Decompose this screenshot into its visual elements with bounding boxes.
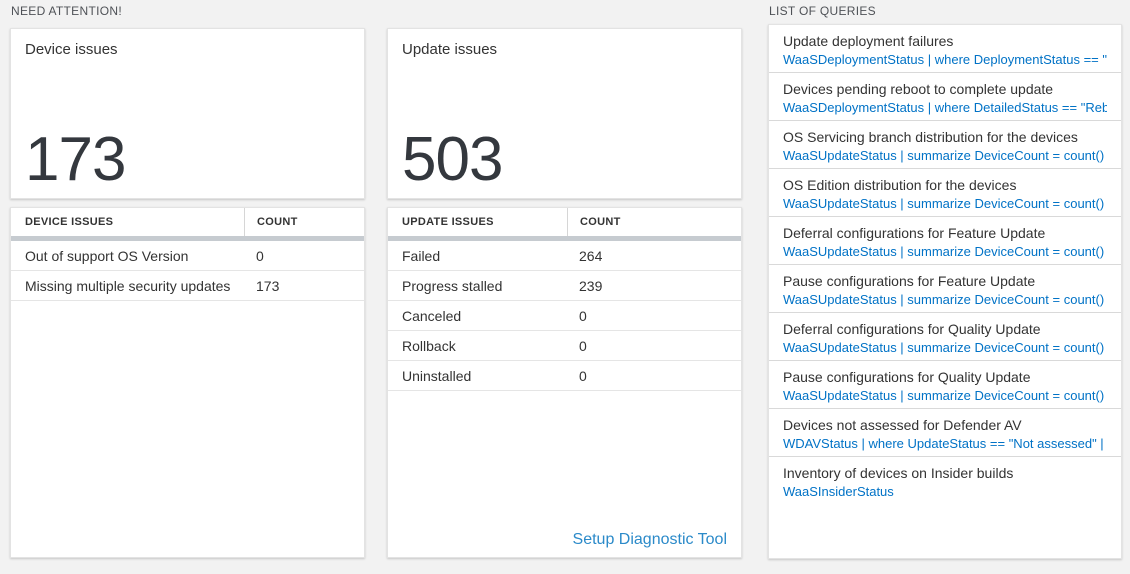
device-issues-table: DEVICE ISSUES COUNT Out of support OS Ve… <box>10 207 365 558</box>
query-text[interactable]: WaaSUpdateStatus | summarize DeviceCount… <box>783 388 1107 403</box>
issue-count: 0 <box>579 307 587 324</box>
query-title: OS Servicing branch distribution for the… <box>783 129 1078 145</box>
update-issues-table: UPDATE ISSUES COUNT Failed 264 Progress … <box>387 207 742 558</box>
update-issues-count: 503 <box>402 124 503 194</box>
header-separator-bar <box>388 236 741 241</box>
issue-name: Canceled <box>402 307 462 324</box>
query-title: Inventory of devices on Insider builds <box>783 465 1014 481</box>
query-list-item[interactable]: Pause configurations for Quality Update … <box>769 361 1121 409</box>
query-list-item[interactable]: Deferral configurations for Feature Upda… <box>769 217 1121 265</box>
issue-count: 0 <box>256 247 264 264</box>
device-issues-table-header: DEVICE ISSUES COUNT <box>11 208 364 236</box>
query-text[interactable]: WaaSInsiderStatus <box>783 484 894 499</box>
update-issues-tile-title: Update issues <box>402 41 498 58</box>
list-of-queries-section-title: LIST OF QUERIES <box>769 4 876 18</box>
query-title: OS Edition distribution for the devices <box>783 177 1017 193</box>
issue-count: 0 <box>579 337 587 354</box>
issue-name: Uninstalled <box>402 367 472 384</box>
query-title: Devices pending reboot to complete updat… <box>783 81 1054 97</box>
query-title: Devices not assessed for Defender AV <box>783 417 1022 433</box>
table-row[interactable]: Missing multiple security updates 173 <box>11 271 364 301</box>
query-list-item[interactable]: OS Servicing branch distribution for the… <box>769 121 1121 169</box>
query-text[interactable]: WDAVStatus | where UpdateStatus == "Not … <box>783 436 1107 451</box>
query-text[interactable]: WaaSUpdateStatus | summarize DeviceCount… <box>783 148 1107 163</box>
issue-name: Out of support OS Version <box>25 247 189 264</box>
issue-count: 0 <box>579 367 587 384</box>
query-title: Deferral configurations for Quality Upda… <box>783 321 1041 337</box>
table-row[interactable]: Progress stalled 239 <box>388 271 741 301</box>
query-list-item[interactable]: Update deployment failures WaaSDeploymen… <box>769 25 1121 73</box>
query-title: Update deployment failures <box>783 33 954 49</box>
query-list-item[interactable]: Deferral configurations for Quality Upda… <box>769 313 1121 361</box>
query-title: Pause configurations for Feature Update <box>783 273 1036 289</box>
query-text[interactable]: WaaSDeploymentStatus | where DeploymentS… <box>783 52 1107 67</box>
setup-diagnostic-tool-link[interactable]: Setup Diagnostic Tool <box>572 531 727 548</box>
query-title: Pause configurations for Quality Update <box>783 369 1031 385</box>
query-title: Deferral configurations for Feature Upda… <box>783 225 1046 241</box>
table-row[interactable]: Out of support OS Version 0 <box>11 241 364 271</box>
update-issues-tile[interactable]: Update issues 503 <box>387 28 742 199</box>
query-text[interactable]: WaaSUpdateStatus | summarize DeviceCount… <box>783 340 1107 355</box>
issue-count: 264 <box>579 247 603 264</box>
issue-name: Failed <box>402 247 441 264</box>
count-column-header: COUNT <box>567 208 741 236</box>
issue-name: Progress stalled <box>402 277 503 294</box>
query-list-item[interactable]: Inventory of devices on Insider builds W… <box>769 457 1121 500</box>
count-column-header: COUNT <box>244 208 364 236</box>
table-row[interactable]: Failed 264 <box>388 241 741 271</box>
need-attention-section-title: NEED ATTENTION! <box>11 4 122 18</box>
device-issues-column-header: DEVICE ISSUES <box>25 216 114 228</box>
query-list-item[interactable]: Devices not assessed for Defender AV WDA… <box>769 409 1121 457</box>
query-list-item[interactable]: Devices pending reboot to complete updat… <box>769 73 1121 121</box>
query-list-item[interactable]: Pause configurations for Feature Update … <box>769 265 1121 313</box>
table-row[interactable]: Uninstalled 0 <box>388 361 741 391</box>
update-issues-column-header: UPDATE ISSUES <box>402 216 494 228</box>
query-text[interactable]: WaaSUpdateStatus | summarize DeviceCount… <box>783 244 1107 259</box>
table-row[interactable]: Canceled 0 <box>388 301 741 331</box>
update-issues-table-header: UPDATE ISSUES COUNT <box>388 208 741 236</box>
query-text[interactable]: WaaSUpdateStatus | summarize DeviceCount… <box>783 196 1107 211</box>
issue-name: Missing multiple security updates <box>25 277 231 294</box>
query-list-item[interactable]: OS Edition distribution for the devices … <box>769 169 1121 217</box>
issue-count: 239 <box>579 277 603 294</box>
query-text[interactable]: WaaSUpdateStatus | summarize DeviceCount… <box>783 292 1107 307</box>
device-issues-count: 173 <box>25 124 126 194</box>
query-text[interactable]: WaaSDeploymentStatus | where DetailedSta… <box>783 100 1107 115</box>
issue-name: Rollback <box>402 337 456 354</box>
header-separator-bar <box>11 236 364 241</box>
device-issues-tile[interactable]: Device issues 173 <box>10 28 365 199</box>
issue-count: 173 <box>256 277 280 294</box>
table-row[interactable]: Rollback 0 <box>388 331 741 361</box>
queries-panel: Update deployment failures WaaSDeploymen… <box>768 24 1122 559</box>
device-issues-tile-title: Device issues <box>25 41 118 58</box>
